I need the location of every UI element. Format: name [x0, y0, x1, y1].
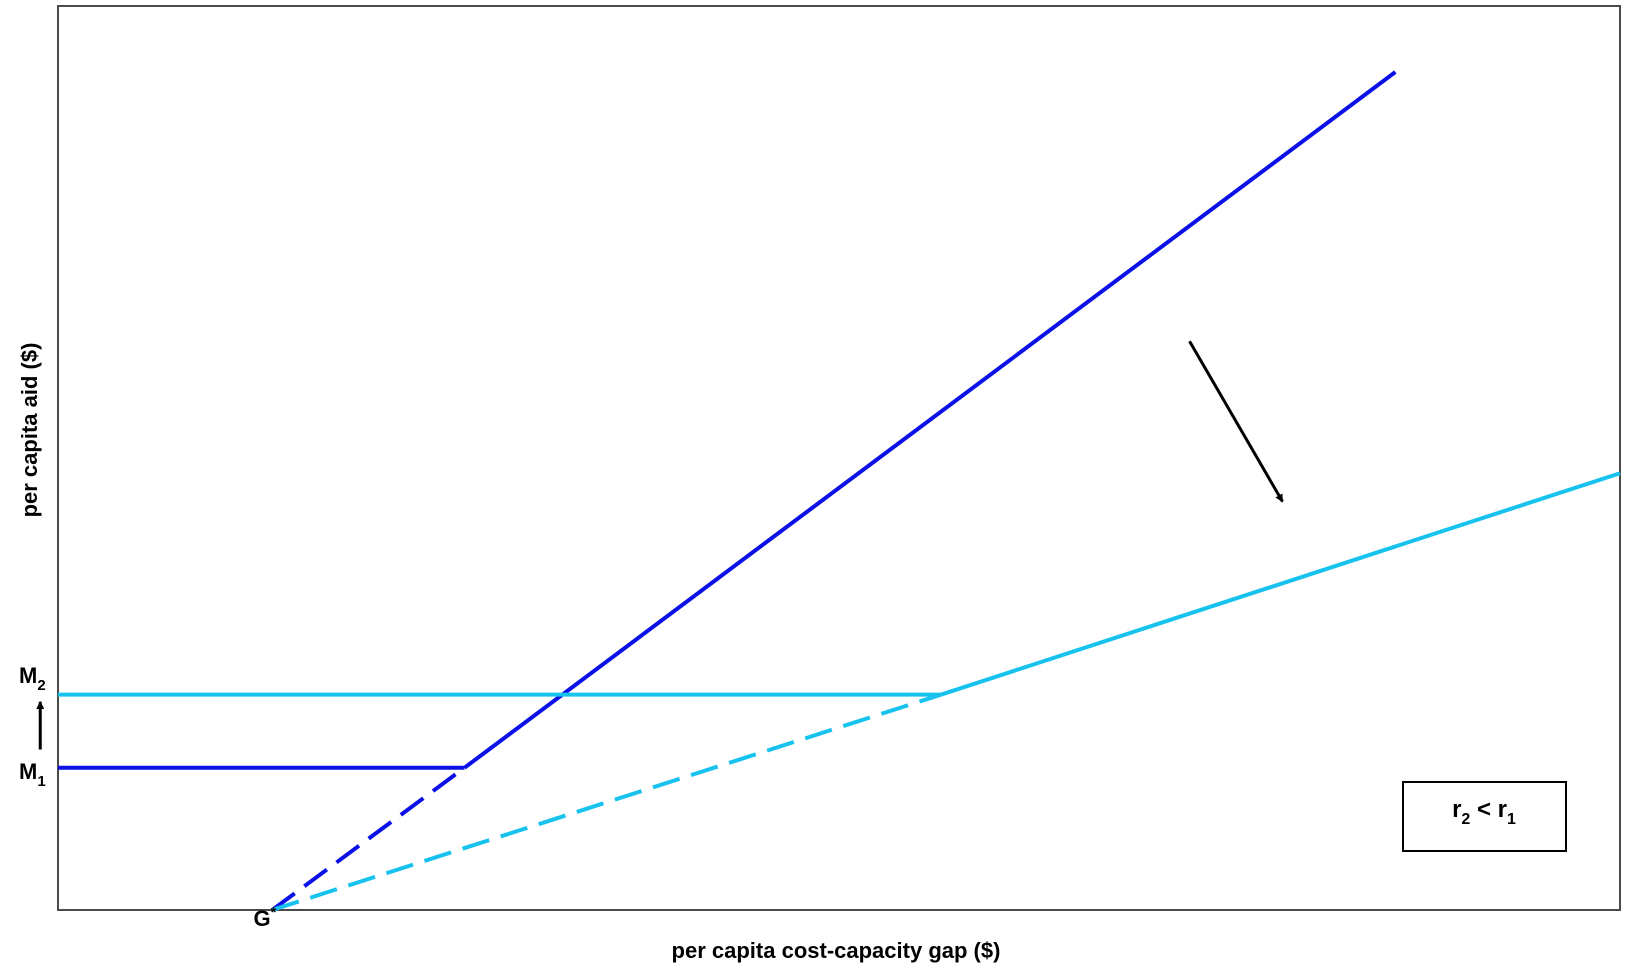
annotation-layer	[36, 340, 1284, 750]
annotation-r1-base: r	[1498, 796, 1507, 823]
annotation-arrow-1	[1188, 340, 1284, 503]
series-2-solid-segment-3	[940, 471, 1621, 697]
y-axis-label: per capita aid ($)	[17, 343, 42, 518]
annotation-less-than: <	[1470, 796, 1497, 823]
y-tick-m1-base: M	[19, 759, 37, 784]
plot-frame	[57, 5, 1621, 911]
annotation-r2-subscript: 2	[1461, 811, 1470, 828]
x-tick-superscript: *	[271, 904, 277, 921]
series-2-dashed-segment-2	[271, 692, 942, 912]
y-tick-label-m1: M1	[19, 759, 46, 790]
annotation-r2-base: r	[1452, 796, 1461, 823]
annotation-box	[1402, 781, 1567, 852]
annotation-r1-subscript: 1	[1507, 811, 1516, 828]
x-axis-label: per capita cost-capacity gap ($)	[672, 938, 1001, 963]
series-layer	[58, 70, 1621, 912]
y-tick-label-m2: M2	[19, 663, 46, 694]
x-tick-base: G	[254, 906, 271, 931]
x-tick-label-g-star: G*	[254, 904, 277, 931]
annotation-box-text: r2 < r1	[1452, 796, 1516, 828]
series-1-dashed-segment-2	[270, 766, 466, 912]
y-tick-m2-subscript: 2	[37, 677, 45, 694]
y-tick-m2-base: M	[19, 663, 37, 688]
y-tick-m1-subscript: 1	[37, 773, 45, 790]
series-1-solid-segment-3	[463, 70, 1397, 770]
